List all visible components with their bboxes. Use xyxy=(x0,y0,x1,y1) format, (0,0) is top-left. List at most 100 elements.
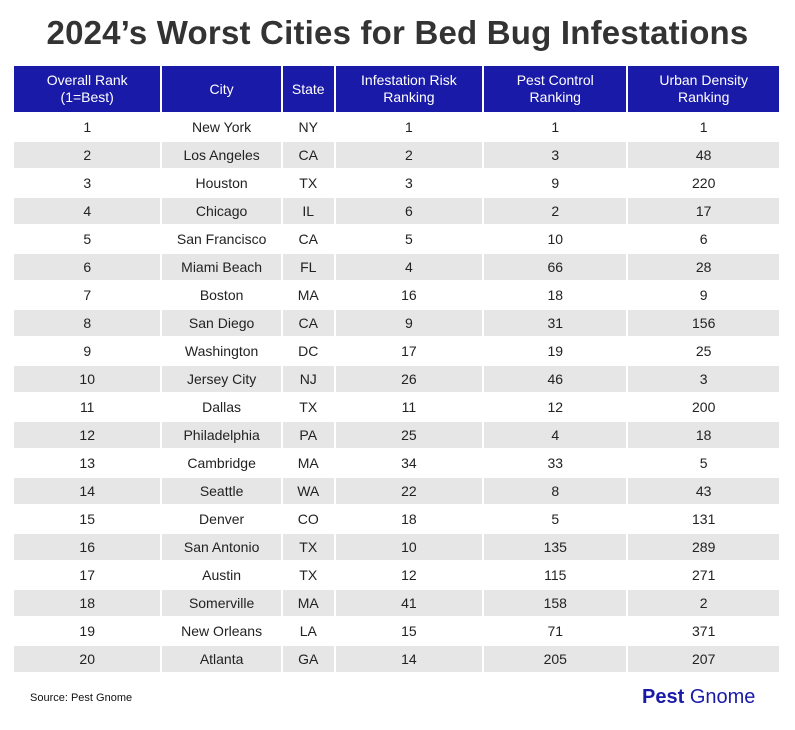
table-row: 2 Los Angeles CA 2 3 48 xyxy=(14,142,779,170)
table-row: 5 San Francisco CA 5 10 6 xyxy=(14,226,779,254)
header-row: Overall Rank (1=Best) City State Infestatio… xyxy=(14,66,779,112)
table-cell: 8 xyxy=(484,478,627,506)
table-cell: 17 xyxy=(335,338,483,366)
table-cell: 26 xyxy=(335,366,483,394)
table-cell: 371 xyxy=(628,618,779,646)
table-row: 20 Atlanta GA 14 205 207 xyxy=(14,646,779,674)
table-cell: 5 xyxy=(335,226,483,254)
table-cell: Washington xyxy=(162,338,281,366)
table-cell: 1 xyxy=(484,112,627,142)
column-header: Urban Density Ranking xyxy=(628,66,779,112)
table-cell: Miami Beach xyxy=(162,254,281,282)
column-header: Pest Control Ranking xyxy=(484,66,627,112)
table-row: 3 Houston TX 3 9 220 xyxy=(14,170,779,198)
table-cell: 10 xyxy=(14,366,161,394)
table-cell: FL xyxy=(282,254,334,282)
table-cell: 18 xyxy=(484,282,627,310)
table-cell: 19 xyxy=(484,338,627,366)
table-cell: NY xyxy=(282,112,334,142)
table-cell: 22 xyxy=(335,478,483,506)
table-cell: 131 xyxy=(628,506,779,534)
table-cell: 41 xyxy=(335,590,483,618)
table-cell: TX xyxy=(282,562,334,590)
table-cell: DC xyxy=(282,338,334,366)
table-cell: 25 xyxy=(628,338,779,366)
table-cell: 289 xyxy=(628,534,779,562)
table-row: 12 Philadelphia PA 25 4 18 xyxy=(14,422,779,450)
table-cell: 7 xyxy=(14,282,161,310)
table-cell: IL xyxy=(282,198,334,226)
table-row: 1 New York NY 1 1 1 xyxy=(14,112,779,142)
table-cell: 5 xyxy=(628,450,779,478)
table-row: 13 Cambridge MA 34 33 5 xyxy=(14,450,779,478)
table-cell: Los Angeles xyxy=(162,142,281,170)
brand-logo-part1: Pest xyxy=(642,686,685,708)
table-row: 14 Seattle WA 22 8 43 xyxy=(14,478,779,506)
table-cell: 20 xyxy=(14,646,161,674)
table-cell: 135 xyxy=(484,534,627,562)
table-cell: 18 xyxy=(335,506,483,534)
table-cell: 12 xyxy=(335,562,483,590)
table-cell: TX xyxy=(282,394,334,422)
table-cell: 71 xyxy=(484,618,627,646)
table-cell: Chicago xyxy=(162,198,281,226)
table-row: 17 Austin TX 12 115 271 xyxy=(14,562,779,590)
table-cell: CA xyxy=(282,226,334,254)
table-cell: 18 xyxy=(628,422,779,450)
table-cell: 12 xyxy=(14,422,161,450)
table-cell: 4 xyxy=(14,198,161,226)
table-cell: 200 xyxy=(628,394,779,422)
column-header: Infestation Risk Ranking xyxy=(335,66,483,112)
table-cell: Dallas xyxy=(162,394,281,422)
table-cell: 48 xyxy=(628,142,779,170)
table-cell: 19 xyxy=(14,618,161,646)
table-cell: 115 xyxy=(484,562,627,590)
table-cell: 15 xyxy=(14,506,161,534)
table-cell: Somerville xyxy=(162,590,281,618)
table-cell: 9 xyxy=(484,170,627,198)
table-cell: 2 xyxy=(628,590,779,618)
table-row: 10 Jersey City NJ 26 46 3 xyxy=(14,366,779,394)
table-cell: 9 xyxy=(628,282,779,310)
table-row: 15 Denver CO 18 5 131 xyxy=(14,506,779,534)
table-cell: NJ xyxy=(282,366,334,394)
table-cell: 3 xyxy=(628,366,779,394)
table-cell: 271 xyxy=(628,562,779,590)
table-cell: 158 xyxy=(484,590,627,618)
table-cell: San Antonio xyxy=(162,534,281,562)
table-cell: 25 xyxy=(335,422,483,450)
table-row: 9 Washington DC 17 19 25 xyxy=(14,338,779,366)
table-cell: 1 xyxy=(628,112,779,142)
table-cell: 2 xyxy=(484,198,627,226)
table-cell: New Orleans xyxy=(162,618,281,646)
table-cell: Boston xyxy=(162,282,281,310)
column-header: Overall Rank (1=Best) xyxy=(14,66,161,112)
table-row: 6 Miami Beach FL 4 66 28 xyxy=(14,254,779,282)
table-row: 7 Boston MA 16 18 9 xyxy=(14,282,779,310)
table-cell: 6 xyxy=(628,226,779,254)
column-header: City xyxy=(162,66,281,112)
table-cell: 205 xyxy=(484,646,627,674)
table-cell: 17 xyxy=(628,198,779,226)
table-cell: 16 xyxy=(335,282,483,310)
column-header: State xyxy=(282,66,334,112)
table-cell: 14 xyxy=(14,478,161,506)
table-cell: 10 xyxy=(484,226,627,254)
table-cell: PA xyxy=(282,422,334,450)
table-cell: 5 xyxy=(14,226,161,254)
table-cell: Philadelphia xyxy=(162,422,281,450)
table-cell: 31 xyxy=(484,310,627,338)
table-cell: 14 xyxy=(335,646,483,674)
table-cell: GA xyxy=(282,646,334,674)
table-cell: 156 xyxy=(628,310,779,338)
table-cell: 11 xyxy=(14,394,161,422)
table-cell: MA xyxy=(282,590,334,618)
table-cell: 12 xyxy=(484,394,627,422)
table-cell: CO xyxy=(282,506,334,534)
table-cell: 5 xyxy=(484,506,627,534)
table-cell: 46 xyxy=(484,366,627,394)
table-cell: 11 xyxy=(335,394,483,422)
table-cell: 16 xyxy=(14,534,161,562)
table-header: Overall Rank (1=Best) City State Infestatio… xyxy=(14,66,779,112)
table-cell: Austin xyxy=(162,562,281,590)
